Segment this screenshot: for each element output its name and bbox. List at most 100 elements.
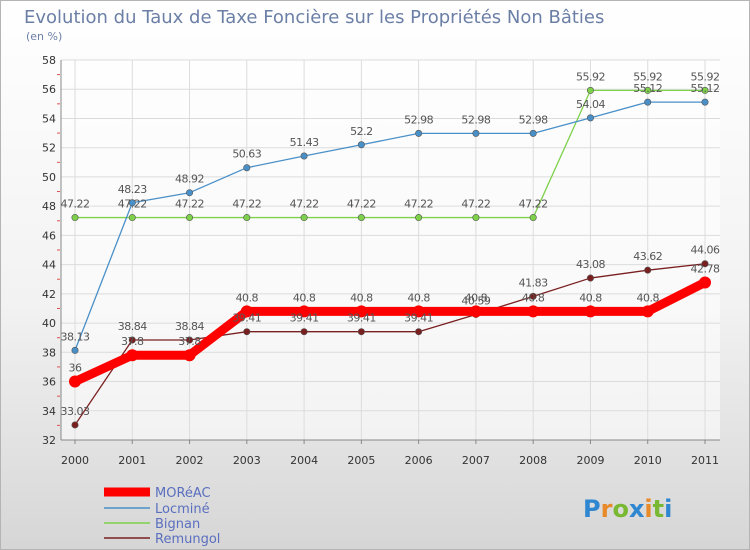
x-tick-label: 2002 <box>176 454 204 467</box>
data-point <box>128 336 136 344</box>
data-label: 47.22 <box>61 198 90 211</box>
data-point <box>412 305 425 318</box>
y-tick-label: 54 <box>42 112 56 125</box>
legend-label: Remungol <box>155 532 220 547</box>
data-point <box>71 214 79 222</box>
data-label: 39.41 <box>347 312 376 325</box>
data-label: 52.98 <box>461 113 490 126</box>
legend-label: Locminé <box>155 502 210 517</box>
x-tick-label: 2004 <box>290 454 318 467</box>
legend-label: MORéAC <box>155 486 211 501</box>
y-tick-label: 50 <box>42 171 56 184</box>
data-label: 37.8 <box>178 335 201 348</box>
y-tick-label: 34 <box>42 405 56 418</box>
x-tick-label: 2006 <box>405 454 433 467</box>
data-label: 38.84 <box>118 320 147 333</box>
data-point <box>641 305 654 318</box>
data-point <box>300 328 308 336</box>
data-point <box>355 305 368 318</box>
data-label: 44.06 <box>691 244 720 257</box>
data-label: 54.04 <box>576 98 605 111</box>
data-point <box>300 214 308 222</box>
x-tick-label: 2010 <box>634 454 662 467</box>
x-tick-label: 2000 <box>61 454 89 467</box>
data-point <box>701 98 709 106</box>
data-point <box>357 328 365 336</box>
data-point <box>243 214 251 222</box>
data-point <box>472 214 480 222</box>
data-label: 50.63 <box>232 148 261 161</box>
data-point <box>183 349 196 362</box>
data-label: 52.2 <box>350 125 373 138</box>
x-tick-label: 2001 <box>118 454 146 467</box>
logo-letter: i <box>644 495 652 523</box>
data-point <box>586 86 594 94</box>
legend-label: Bignan <box>155 517 200 532</box>
data-point <box>527 305 540 318</box>
x-tick-label: 2003 <box>233 454 261 467</box>
data-point <box>240 305 253 318</box>
data-label: 40.8 <box>350 291 373 304</box>
data-point <box>71 346 79 354</box>
data-label: 47.22 <box>232 198 261 211</box>
data-label: 47.22 <box>461 198 490 211</box>
data-label: 47.22 <box>118 198 147 211</box>
logo-letter: P <box>583 495 601 523</box>
data-label: 47.22 <box>404 198 433 211</box>
data-label: 47.22 <box>347 198 376 211</box>
y-tick-label: 38 <box>42 346 56 359</box>
data-point <box>357 214 365 222</box>
logo-letter: i <box>664 495 672 523</box>
y-tick-label: 56 <box>42 83 56 96</box>
data-label: 47.22 <box>519 198 548 211</box>
data-label: 40.8 <box>522 291 545 304</box>
y-tick-label: 44 <box>42 259 56 272</box>
data-label: 40.8 <box>236 291 259 304</box>
y-tick-label: 40 <box>42 317 56 330</box>
series-line <box>74 89 706 219</box>
data-point <box>69 375 81 388</box>
data-point <box>644 98 652 106</box>
data-label: 36 <box>69 362 82 375</box>
data-label: 55.12 <box>633 82 662 95</box>
x-tick-label: 2009 <box>576 454 604 467</box>
chart-title: Evolution du Taux de Taxe Foncière sur l… <box>24 7 604 28</box>
data-label: 40.8 <box>465 291 488 304</box>
y-tick-label: 58 <box>42 54 56 67</box>
y-tick-label: 46 <box>42 229 56 242</box>
data-point <box>71 421 79 429</box>
data-point <box>701 260 709 268</box>
data-point <box>529 214 537 222</box>
data-label: 40.8 <box>407 291 430 304</box>
x-tick-label: 2007 <box>462 454 490 467</box>
plot-area <box>61 60 720 440</box>
data-label: 39.41 <box>232 312 261 325</box>
data-label: 43.08 <box>576 258 605 271</box>
data-label: 41.83 <box>519 276 548 289</box>
data-point <box>186 214 194 222</box>
data-label: 37.8 <box>121 335 144 348</box>
chart-subtitle: (en %) <box>26 30 62 43</box>
data-label: 40.8 <box>293 291 316 304</box>
data-label: 39.41 <box>404 312 433 325</box>
y-tick-label: 42 <box>42 288 56 301</box>
logo-letter: x <box>629 495 645 523</box>
data-label: 55.92 <box>691 70 720 83</box>
data-labels: 36 37.8 37.8 40.8 40.8 40.8 40.8 40.8 40.8 40.8 40… <box>61 70 721 418</box>
data-label: 47.22 <box>175 198 204 211</box>
y-tick-label: 48 <box>42 200 56 213</box>
series-line <box>74 101 706 352</box>
data-point <box>699 276 711 289</box>
data-label: 55.92 <box>633 70 662 83</box>
data-point <box>644 266 652 274</box>
data-point <box>529 292 537 300</box>
axes: 32 34 36 38 40 42 44 46 48 50 52 54 56 58 2000 2001 2002… <box>42 54 720 467</box>
data-point <box>469 305 482 318</box>
series-line <box>70 277 710 387</box>
logo-letter: r <box>601 495 613 523</box>
data-label: 40.8 <box>636 291 659 304</box>
data-label: 47.22 <box>290 198 319 211</box>
data-label: 40.8 <box>579 291 602 304</box>
data-point <box>243 328 251 336</box>
